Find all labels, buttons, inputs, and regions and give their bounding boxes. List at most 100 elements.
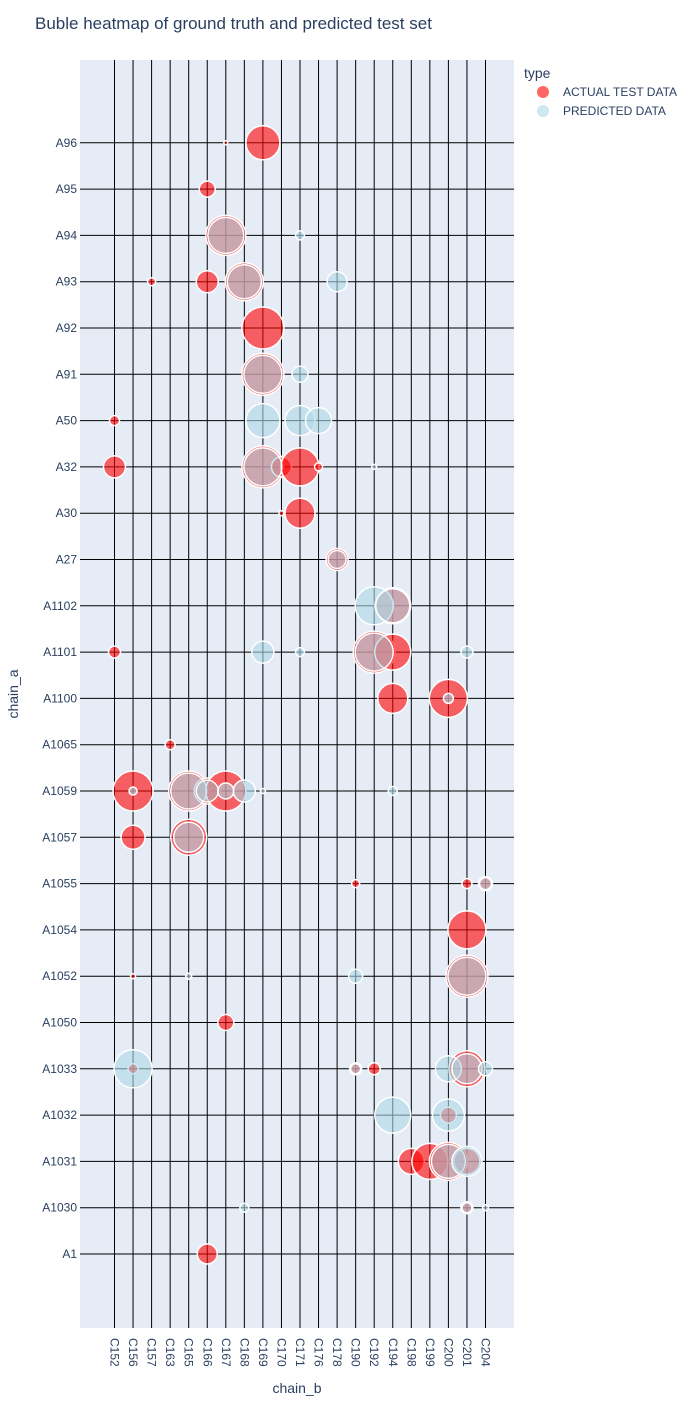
- legend-title: type: [524, 65, 551, 81]
- bubble-point[interactable]: [304, 406, 333, 435]
- bubble-point[interactable]: [375, 588, 411, 624]
- bubble-point[interactable]: [370, 463, 378, 471]
- bubble-point[interactable]: [184, 972, 193, 980]
- y-tick-label: A1030: [42, 1201, 77, 1215]
- y-tick-label: A1055: [42, 877, 77, 891]
- bubble-point[interactable]: [113, 1049, 153, 1089]
- y-axis-label: chain_a: [5, 669, 21, 718]
- bubble-point[interactable]: [223, 140, 229, 146]
- x-tick-label: C157: [145, 1338, 159, 1367]
- bubble-point[interactable]: [217, 1013, 235, 1032]
- bubble-point[interactable]: [477, 1061, 494, 1077]
- y-tick-label: A1033: [42, 1062, 77, 1076]
- bubble-point[interactable]: [478, 876, 493, 891]
- legend[interactable]: type ACTUAL TEST DATA PREDICTED DATA: [524, 65, 677, 118]
- bubble-point[interactable]: [108, 414, 121, 427]
- chart-title: Buble heatmap of ground truth and predic…: [35, 14, 432, 33]
- y-tick-label: A91: [56, 367, 78, 381]
- bubble-point[interactable]: [232, 779, 257, 803]
- bubble-point[interactable]: [294, 230, 306, 241]
- bubble-point[interactable]: [349, 1063, 362, 1075]
- bubble-point[interactable]: [239, 1202, 250, 1213]
- bubble-point[interactable]: [377, 682, 409, 715]
- bubble-point[interactable]: [291, 365, 309, 384]
- bubble-point[interactable]: [278, 509, 285, 517]
- bubble-point[interactable]: [284, 497, 316, 529]
- bubble-point[interactable]: [447, 956, 487, 996]
- bubble-point[interactable]: [313, 462, 324, 472]
- legend-swatch: [537, 86, 549, 98]
- bubble-point[interactable]: [347, 968, 364, 984]
- bubble-point[interactable]: [120, 824, 146, 851]
- bubble-point[interactable]: [451, 1053, 483, 1085]
- bubble-point[interactable]: [102, 455, 127, 479]
- bubble-marks: [102, 125, 494, 1265]
- bubble-point[interactable]: [350, 878, 361, 889]
- y-tick-label: A93: [56, 275, 78, 289]
- bubble-point[interactable]: [245, 125, 281, 161]
- x-tick-label: C170: [274, 1338, 288, 1367]
- bubble-point[interactable]: [327, 549, 347, 570]
- x-tick-label: C176: [312, 1338, 326, 1367]
- bubble-point[interactable]: [326, 270, 348, 293]
- bubble-point[interactable]: [146, 276, 157, 287]
- bubble-point[interactable]: [241, 306, 285, 350]
- bubble-point[interactable]: [198, 180, 216, 198]
- bubble-point[interactable]: [461, 1201, 473, 1214]
- bubble-point[interactable]: [243, 447, 283, 487]
- bubble-point[interactable]: [280, 447, 320, 487]
- bubble-point[interactable]: [367, 1062, 381, 1076]
- x-tick-label: C166: [200, 1338, 214, 1367]
- bubble-point[interactable]: [243, 354, 283, 395]
- bubble-point[interactable]: [172, 821, 205, 854]
- x-tick-label: C169: [256, 1338, 270, 1367]
- bubble-point[interactable]: [294, 646, 306, 658]
- bubble-point[interactable]: [431, 1098, 466, 1132]
- bubble-point[interactable]: [374, 1096, 412, 1134]
- bubble-point[interactable]: [207, 216, 245, 255]
- bubble-point[interactable]: [251, 640, 275, 664]
- bubble-point[interactable]: [447, 910, 487, 950]
- y-tick-label: A1: [62, 1247, 77, 1261]
- legend-item[interactable]: PREDICTED DATA: [537, 104, 666, 118]
- bubble-point[interactable]: [217, 782, 235, 800]
- bubble-point[interactable]: [164, 738, 176, 751]
- x-tick-label: C171: [293, 1338, 307, 1367]
- bubble-point[interactable]: [387, 785, 398, 797]
- bubble-point[interactable]: [442, 692, 455, 705]
- y-tick-label: A1050: [42, 1016, 77, 1030]
- y-tick-label: A95: [56, 182, 78, 196]
- y-tick-label: A1057: [42, 830, 77, 844]
- y-tick-label: A1102: [43, 599, 77, 613]
- y-tick-label: A32: [56, 460, 78, 474]
- bubble-point[interactable]: [129, 972, 137, 980]
- x-tick-label: C194: [386, 1338, 400, 1367]
- bubble-point[interactable]: [481, 1203, 490, 1212]
- x-tick-label: C178: [330, 1338, 344, 1367]
- bubble-point[interactable]: [461, 877, 473, 890]
- x-tick-label: C165: [182, 1338, 196, 1367]
- y-tick-label: A1032: [42, 1108, 77, 1122]
- bubble-point[interactable]: [226, 263, 263, 300]
- x-tick-label: C168: [237, 1338, 251, 1367]
- x-tick-label: C200: [441, 1338, 455, 1367]
- bubble-point[interactable]: [460, 645, 474, 659]
- bubble-point[interactable]: [451, 1145, 483, 1178]
- bubble-point[interactable]: [128, 786, 138, 796]
- bubble-point[interactable]: [195, 779, 219, 803]
- x-tick-label: C152: [108, 1338, 122, 1367]
- x-tick-label: C199: [423, 1338, 437, 1367]
- legend-item[interactable]: ACTUAL TEST DATA: [537, 85, 677, 99]
- y-tick-label: A1054: [42, 923, 77, 937]
- bubble-point[interactable]: [195, 269, 219, 294]
- x-tick-label: C204: [479, 1338, 493, 1367]
- bubble-point[interactable]: [259, 787, 267, 795]
- x-tick-label: C192: [367, 1338, 381, 1367]
- y-tick-label: A1065: [42, 738, 77, 752]
- bubble-point[interactable]: [107, 645, 122, 659]
- legend-items[interactable]: ACTUAL TEST DATA PREDICTED DATA: [537, 85, 677, 118]
- bubble-point[interactable]: [245, 402, 281, 439]
- bubble-point[interactable]: [196, 1243, 218, 1265]
- bubble-point[interactable]: [354, 632, 394, 672]
- y-tick-label: A1031: [42, 1154, 77, 1168]
